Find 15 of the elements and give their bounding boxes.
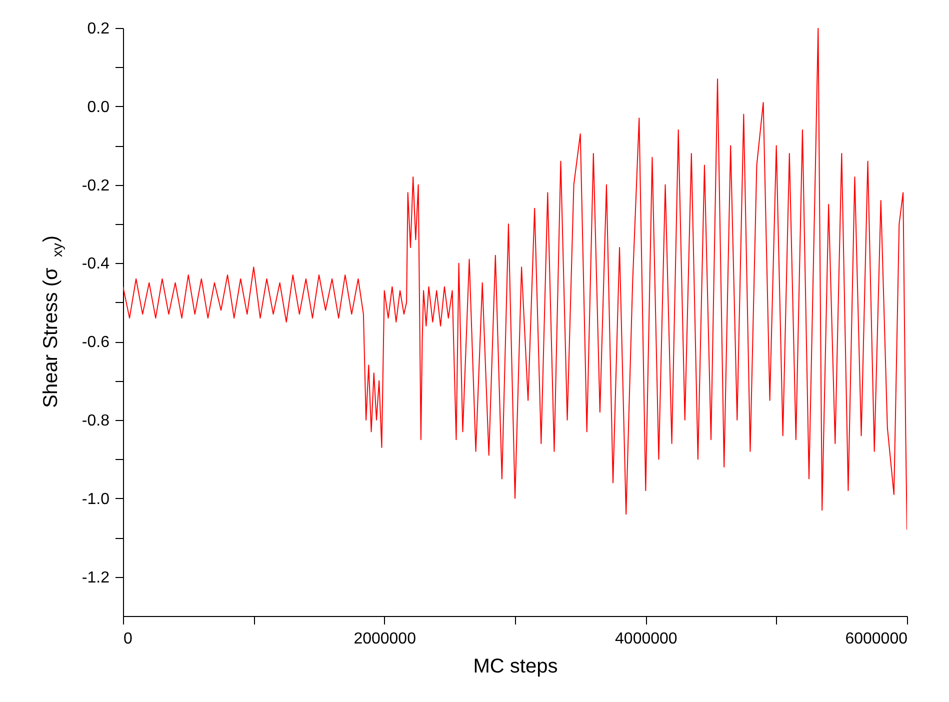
y-tick-label: -0.2: [82, 177, 110, 194]
x-tick-label: 0: [124, 630, 132, 648]
y-tick-label: -1.2: [82, 569, 110, 586]
line-series: [123, 28, 907, 530]
x-axis-title: MC steps: [473, 656, 558, 678]
y-tick-label: -0.8: [82, 412, 110, 430]
x-tick-label: 4000000: [615, 630, 678, 648]
y-tick-label: 0.2: [87, 20, 110, 38]
x-tick-label: 2000000: [354, 630, 416, 648]
y-tick-label: 0.0: [87, 98, 110, 116]
y-axis-title: Shear Stress (σxy): [40, 236, 65, 408]
y-tick-label: -0.6: [82, 334, 110, 352]
x-tick-label: 6000000: [845, 630, 908, 648]
y-tick-label: -1.0: [82, 490, 110, 508]
y-tick-label: -0.4: [82, 256, 110, 273]
